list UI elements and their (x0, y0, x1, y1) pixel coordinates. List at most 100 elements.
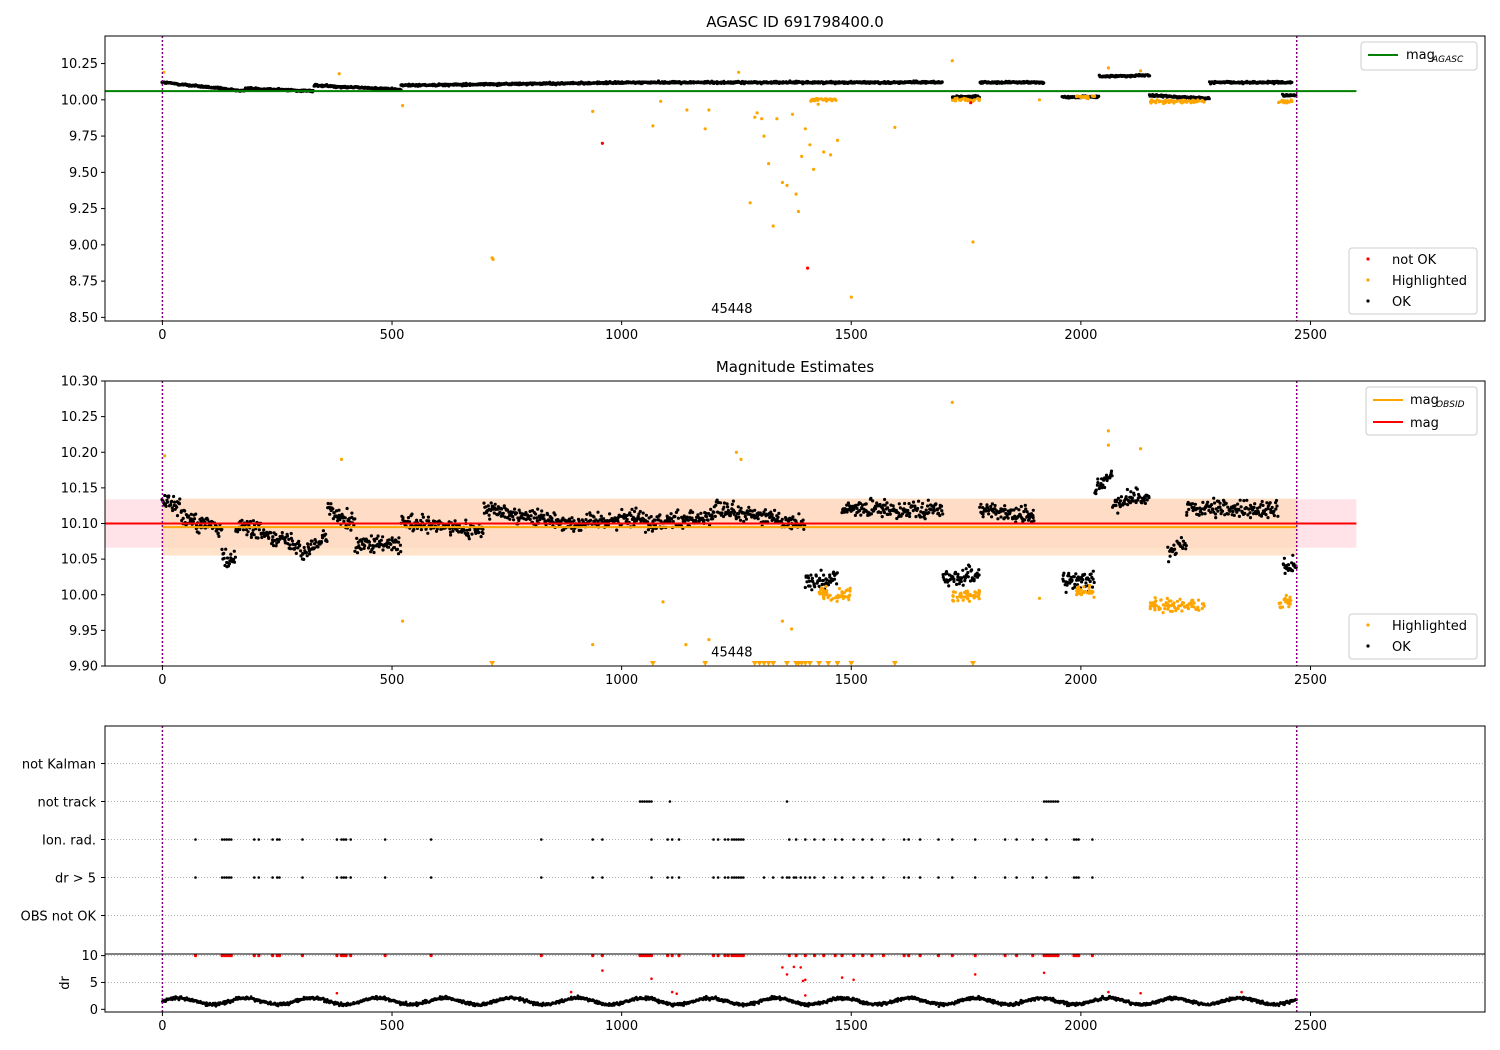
ok-point (177, 501, 181, 505)
ok-point (1084, 581, 1088, 585)
x-tick-label: 1500 (835, 328, 868, 343)
ok-point (964, 567, 968, 571)
ok-point (926, 498, 930, 502)
ok-point (1081, 578, 1085, 582)
flag-point (666, 838, 669, 841)
ok-point (1023, 503, 1027, 507)
flag-point (1075, 838, 1078, 841)
y-tick-label: 9.95 (69, 624, 98, 639)
highlighted-point (734, 450, 739, 454)
highlighted-point (1196, 598, 1201, 602)
highlighted-point (847, 598, 851, 602)
flag-point (907, 838, 910, 841)
ok-point (164, 504, 168, 508)
flag-point (1031, 876, 1034, 879)
ok-point (489, 501, 493, 505)
highlighted-point (790, 112, 795, 116)
flag-point (278, 838, 281, 841)
highlighted-point (966, 594, 970, 598)
ok-point (1090, 585, 1095, 589)
ok-point (240, 518, 244, 522)
ok-point (641, 511, 645, 515)
ok-point (1212, 496, 1216, 500)
flag-point (220, 838, 224, 841)
ok-point (968, 564, 972, 569)
ok-point (1206, 500, 1210, 504)
highlighted-point (955, 595, 959, 600)
ok-point (170, 499, 174, 503)
highlighted-point (762, 134, 766, 138)
ok-point (1214, 516, 1218, 520)
highlighted-point (956, 599, 960, 603)
highlighted-point (1180, 101, 1184, 105)
flag-point (808, 876, 812, 879)
highlighted-point (661, 600, 665, 604)
ok-point (801, 518, 805, 522)
ok-point (331, 507, 335, 511)
highlighted-point (1287, 605, 1291, 609)
flag-point (194, 838, 197, 841)
highlighted-point (1082, 590, 1086, 594)
highlighted-point (1173, 99, 1177, 103)
highlighted-point (1139, 447, 1143, 451)
ok-point (1173, 547, 1177, 551)
highlighted-point (820, 586, 824, 590)
ok-point (753, 508, 757, 512)
highlighted-point (771, 224, 775, 228)
highlighted-point (950, 400, 954, 404)
ok-point (846, 501, 851, 505)
ok-point (882, 510, 887, 515)
ok-point (699, 511, 703, 515)
flag-point (638, 800, 642, 803)
ok-point (1125, 487, 1129, 492)
highlighted-point (808, 143, 812, 147)
flag-point (344, 838, 348, 841)
highlighted-point (1172, 601, 1176, 605)
x-tick-label: 1000 (605, 673, 638, 688)
ok-point (1103, 485, 1107, 490)
highlighted-point (737, 70, 741, 74)
highlighted-point (1180, 609, 1184, 613)
ok-point (990, 515, 994, 519)
highlighted-point (1163, 607, 1167, 611)
flag-point (937, 838, 940, 841)
highlighted-point (707, 108, 711, 112)
flag-point (861, 838, 864, 841)
flag-point (230, 876, 233, 879)
flag-point (804, 838, 807, 841)
highlighted-point (651, 124, 655, 128)
ok-point (570, 516, 574, 520)
ok-point (169, 503, 173, 507)
ok-point (916, 506, 920, 511)
ok-point (938, 513, 942, 518)
highlighted-point (893, 125, 897, 129)
ok-point (1207, 97, 1211, 101)
ok-point (584, 518, 588, 522)
ok-point (1216, 509, 1220, 513)
flag-point (785, 876, 789, 879)
highlighted-point (828, 97, 832, 101)
ok-point (1042, 81, 1046, 85)
ok-point (599, 514, 603, 518)
ok-point (1094, 488, 1098, 492)
ok-point (1094, 492, 1098, 496)
ok-point (855, 506, 859, 510)
ok-point (252, 533, 256, 537)
ok-point (1248, 511, 1252, 515)
ok-point (649, 515, 653, 519)
ok-point (987, 512, 991, 516)
highlighted-point (971, 240, 975, 244)
flag-point (813, 876, 816, 879)
legend-label-sub: OBSID (1436, 400, 1465, 410)
y-tick-label: 10.05 (61, 553, 98, 568)
ok-point (304, 551, 308, 555)
x-tick-label: 500 (380, 673, 405, 688)
ok-point (961, 583, 965, 587)
flag-point (951, 838, 954, 841)
flag-point (275, 838, 279, 841)
ok-point (488, 517, 492, 521)
flag-point (1015, 838, 1018, 841)
flag-point (670, 838, 674, 841)
ok-point (550, 516, 554, 521)
ok-point (467, 537, 471, 541)
